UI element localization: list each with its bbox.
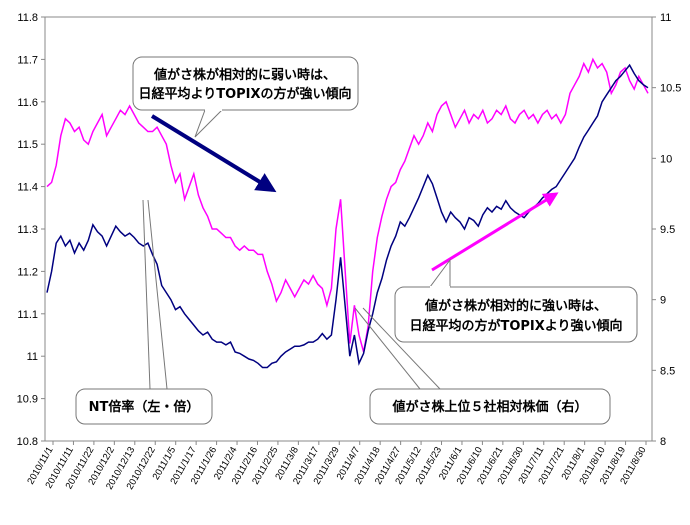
callout-weak-line-2: 日経平均よりTOPIXの方が強い傾向	[138, 86, 351, 102]
right-tick-label: 8.5	[660, 365, 675, 377]
right-axis: 8 8.5 9 9.5 10 10.5 11	[652, 12, 681, 448]
left-tick-label: 10.8	[17, 436, 38, 448]
left-tick-label: 11.4	[17, 182, 38, 194]
callout-nt-ratio-text: NT倍率（左・倍）	[89, 399, 200, 415]
callout-relative-price-text: 値がさ株上位５社相対株価（右）	[391, 399, 587, 415]
left-tick-label: 10.9	[17, 394, 38, 406]
callout-weak-line-1: 値がさ株が相対的に弱い時は、	[153, 67, 336, 83]
left-tick-label: 11.2	[17, 266, 38, 278]
right-tick-label: 8	[660, 436, 666, 448]
right-tick-label: 9	[660, 295, 666, 307]
callout-strong-line-2: 日経平均の方がTOPIXより強い傾向	[409, 318, 622, 334]
strong-trend-arrow	[431, 192, 559, 272]
callout-strong: 値がさ株が相対的に強い時は、 日経平均の方がTOPIXより強い傾向	[394, 258, 638, 343]
weak-trend-arrow	[150, 114, 277, 193]
left-tick-label: 11.5	[17, 139, 38, 151]
right-tick-label: 10	[660, 153, 672, 165]
callout-weak: 値がさ株が相対的に弱い時は、 日経平均よりTOPIXの方が強い傾向	[132, 56, 359, 138]
left-axis: 10.8 10.9 11 11.1 11.2 11.3 11.4 11.5 11.6 11.7 11…	[17, 12, 45, 448]
left-tick-label: 11.6	[17, 97, 38, 109]
callout-relative-price: 値がさ株上位５社相対株価（右）	[354, 307, 611, 425]
left-tick-label: 11.1	[17, 309, 38, 321]
left-tick-label: 11.3	[17, 224, 38, 236]
x-axis: 2010/11/12010/11/112010/11/222010/12/220…	[25, 441, 649, 492]
left-tick-label: 11.7	[17, 54, 38, 66]
callout-nt-ratio: NT倍率（左・倍）	[75, 199, 213, 425]
callout-strong-line-1: 値がさ株が相対的に強い時は、	[424, 298, 607, 314]
right-tick-label: 9.5	[660, 224, 675, 236]
left-tick-label: 11.8	[17, 12, 38, 24]
right-tick-label: 10.5	[660, 83, 681, 95]
right-tick-label: 11	[660, 12, 671, 24]
series-line-nt-ratio	[46, 57, 649, 353]
left-tick-label: 11	[27, 351, 38, 363]
